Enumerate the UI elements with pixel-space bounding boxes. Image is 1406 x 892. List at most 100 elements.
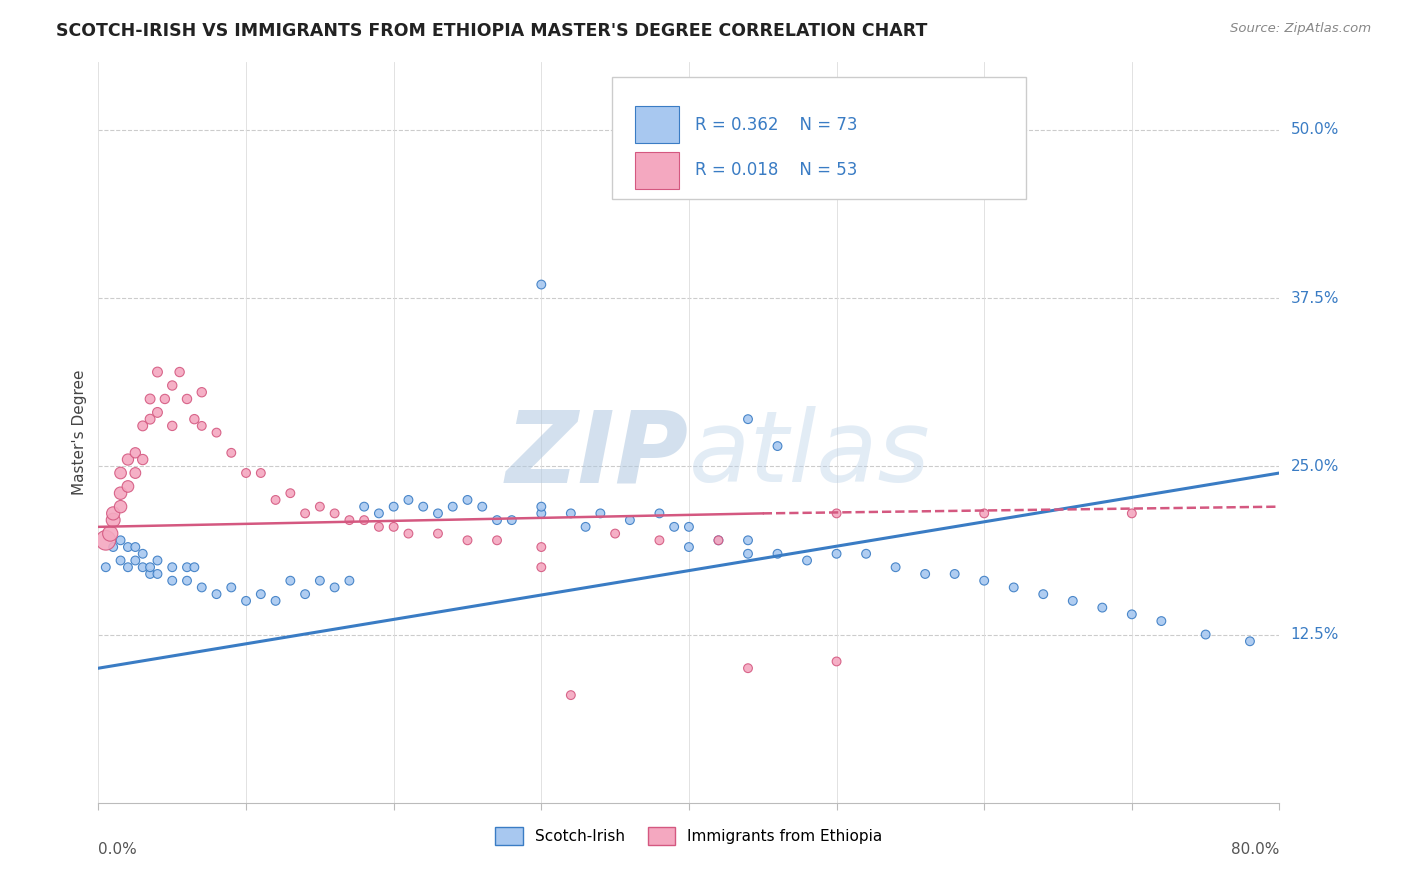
Point bbox=[309, 500, 332, 514]
Text: ZIP: ZIP bbox=[506, 407, 689, 503]
Point bbox=[648, 507, 671, 521]
Point bbox=[132, 418, 155, 433]
Point bbox=[398, 492, 420, 507]
Point bbox=[664, 520, 686, 534]
Y-axis label: Master's Degree: Master's Degree bbox=[72, 370, 87, 495]
Text: 12.5%: 12.5% bbox=[1291, 627, 1339, 642]
Point bbox=[323, 507, 346, 521]
Point bbox=[162, 378, 183, 392]
Point bbox=[132, 452, 155, 467]
Point bbox=[943, 566, 966, 581]
Text: 0.0%: 0.0% bbox=[98, 842, 138, 856]
Point bbox=[825, 507, 848, 521]
Point bbox=[914, 566, 936, 581]
Text: SCOTCH-IRISH VS IMMIGRANTS FROM ETHIOPIA MASTER'S DEGREE CORRELATION CHART: SCOTCH-IRISH VS IMMIGRANTS FROM ETHIOPIA… bbox=[56, 22, 928, 40]
FancyBboxPatch shape bbox=[612, 78, 1025, 200]
Point bbox=[766, 439, 789, 453]
Point bbox=[94, 560, 117, 574]
Point bbox=[191, 418, 214, 433]
Point bbox=[825, 547, 848, 561]
Point bbox=[1091, 600, 1114, 615]
Point bbox=[132, 560, 155, 574]
Point bbox=[146, 405, 169, 419]
Point bbox=[1062, 594, 1084, 608]
Point bbox=[124, 466, 146, 480]
Point bbox=[457, 533, 479, 548]
Point bbox=[110, 533, 132, 548]
Point bbox=[1150, 614, 1173, 628]
Text: Source: ZipAtlas.com: Source: ZipAtlas.com bbox=[1230, 22, 1371, 36]
Point bbox=[973, 574, 995, 588]
Point bbox=[176, 392, 198, 406]
Point bbox=[619, 513, 641, 527]
Point bbox=[176, 560, 198, 574]
Point bbox=[486, 513, 509, 527]
Point bbox=[1121, 507, 1143, 521]
Point bbox=[368, 520, 391, 534]
Point bbox=[117, 560, 139, 574]
Point bbox=[98, 526, 121, 541]
Point bbox=[339, 574, 361, 588]
Point bbox=[471, 500, 494, 514]
Point bbox=[678, 540, 700, 554]
Text: 80.0%: 80.0% bbox=[1232, 842, 1279, 856]
Point bbox=[117, 479, 139, 493]
Point bbox=[530, 507, 553, 521]
Point bbox=[146, 566, 169, 581]
Point bbox=[280, 486, 302, 500]
Point bbox=[1032, 587, 1054, 601]
Point bbox=[191, 385, 214, 400]
Point bbox=[191, 581, 214, 595]
Point bbox=[205, 587, 228, 601]
Legend: Scotch-Irish, Immigrants from Ethiopia: Scotch-Irish, Immigrants from Ethiopia bbox=[489, 821, 889, 851]
Point bbox=[737, 412, 759, 426]
Point bbox=[139, 392, 162, 406]
Point bbox=[1121, 607, 1143, 622]
Text: R = 0.018    N = 53: R = 0.018 N = 53 bbox=[695, 161, 858, 179]
Point bbox=[103, 540, 125, 554]
Point bbox=[221, 446, 243, 460]
Point bbox=[162, 574, 183, 588]
Point bbox=[153, 392, 176, 406]
Point bbox=[398, 526, 420, 541]
Point bbox=[124, 540, 146, 554]
Bar bbox=[634, 106, 679, 143]
Point bbox=[353, 500, 375, 514]
Point bbox=[162, 418, 183, 433]
Point bbox=[678, 520, 700, 534]
Point bbox=[235, 594, 257, 608]
Point bbox=[648, 533, 671, 548]
Point bbox=[855, 547, 877, 561]
Point bbox=[1002, 581, 1025, 595]
Point bbox=[264, 492, 287, 507]
Point bbox=[737, 661, 759, 675]
Point bbox=[183, 412, 205, 426]
Point bbox=[368, 507, 391, 521]
Point bbox=[737, 547, 759, 561]
Bar bbox=[634, 152, 679, 189]
Point bbox=[605, 526, 627, 541]
Point bbox=[796, 553, 818, 567]
Point bbox=[110, 486, 132, 500]
Point bbox=[110, 553, 132, 567]
Point bbox=[250, 466, 273, 480]
Point bbox=[110, 466, 132, 480]
Point bbox=[589, 507, 612, 521]
Text: atlas: atlas bbox=[689, 407, 931, 503]
Point bbox=[382, 520, 405, 534]
Point bbox=[124, 553, 146, 567]
Point bbox=[146, 553, 169, 567]
Point bbox=[110, 500, 132, 514]
Point bbox=[221, 581, 243, 595]
Point bbox=[530, 277, 553, 292]
Point bbox=[737, 533, 759, 548]
Point bbox=[766, 547, 789, 561]
Point bbox=[530, 560, 553, 574]
Point bbox=[169, 365, 191, 379]
Text: 50.0%: 50.0% bbox=[1291, 122, 1339, 137]
Point bbox=[560, 688, 582, 702]
Point bbox=[250, 587, 273, 601]
Point bbox=[560, 507, 582, 521]
Point bbox=[441, 500, 464, 514]
Point bbox=[139, 566, 162, 581]
